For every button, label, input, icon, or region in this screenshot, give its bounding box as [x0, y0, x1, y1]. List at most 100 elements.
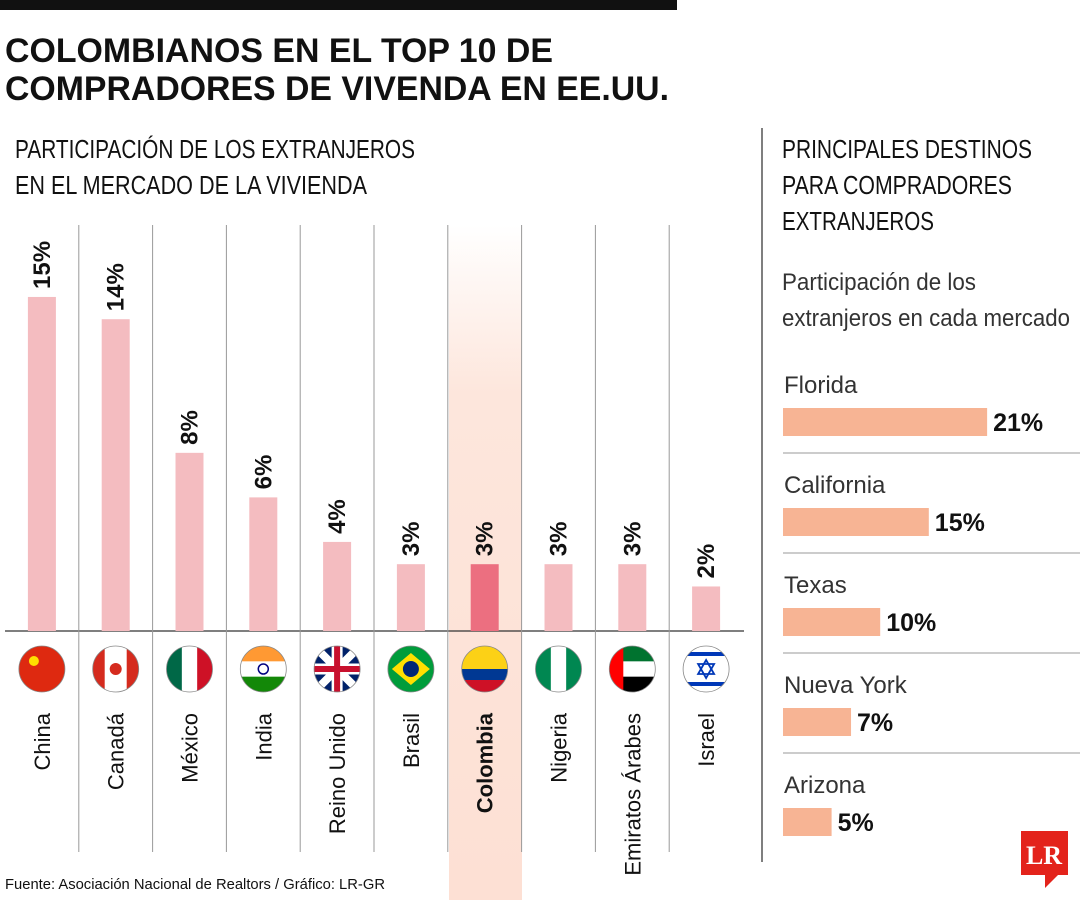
flag [387, 645, 435, 693]
bar [544, 564, 573, 631]
bar [27, 296, 56, 631]
category-label: Emiratos Árabes [620, 713, 645, 876]
flag [682, 645, 730, 693]
bar [249, 497, 278, 631]
flag-band [181, 646, 198, 692]
value-label: 3% [472, 522, 499, 557]
bar [783, 808, 832, 836]
flag-outline [239, 645, 287, 693]
flag-leaf [109, 663, 122, 675]
bar [783, 508, 929, 536]
bar [692, 586, 721, 631]
flag-globe [402, 661, 419, 677]
flag-outline [682, 645, 730, 693]
flag-field [683, 646, 730, 692]
panel-subtitle: extranjeros en cada mercado [782, 305, 1070, 332]
category-label: Arizona [784, 772, 866, 799]
bar [783, 408, 988, 436]
flag-band [197, 646, 213, 692]
subtitle: PARTICIPACIÓN DE LOS EXTRANJEROS [15, 134, 415, 164]
value-label: 8% [177, 410, 204, 445]
title: COLOMBIANOS EN EL TOP 10 DE [5, 32, 553, 70]
flag-band [240, 676, 287, 692]
flag [535, 645, 582, 693]
flag-outline [608, 645, 656, 693]
flag-outline [387, 645, 435, 693]
value-label: 2% [693, 544, 720, 579]
bar [175, 452, 204, 631]
category-label: Nueva York [784, 672, 908, 699]
category-label: India [251, 712, 276, 760]
category-label: Reino Unido [325, 713, 350, 834]
flag [18, 645, 66, 693]
bar [396, 564, 425, 631]
value-label: 14% [103, 263, 130, 311]
value-label: 6% [250, 455, 277, 490]
value-label: 21% [993, 409, 1043, 437]
flag-outline [313, 645, 361, 693]
category-label: Texas [784, 572, 847, 599]
value-label: 10% [886, 609, 936, 637]
flag [92, 645, 140, 693]
logo-box [1021, 831, 1068, 875]
value-label: 15% [935, 509, 985, 537]
category-label: Brasil [399, 713, 424, 768]
panel-title: EXTRANJEROS [782, 206, 934, 236]
flag-band [683, 682, 730, 686]
flag [166, 645, 213, 693]
flag [313, 645, 361, 693]
value-label: 5% [838, 809, 874, 837]
category-label: Israel [694, 713, 719, 767]
flag-star [696, 658, 716, 675]
flag-band [461, 646, 508, 669]
value-label: 4% [324, 499, 351, 534]
bar [783, 608, 881, 636]
flag [239, 645, 287, 693]
bar [470, 564, 499, 631]
panel-title: PARA COMPRADORES [782, 170, 1012, 200]
flag-band [240, 646, 287, 662]
flag-cross [314, 646, 361, 692]
flag-outline [535, 645, 582, 693]
category-label: Colombia [473, 712, 498, 813]
logo-tail [1045, 875, 1058, 888]
flag-star [28, 656, 39, 666]
category-label: México [178, 713, 203, 783]
category-label: Florida [784, 372, 858, 399]
flag-band [166, 646, 183, 692]
flag-band [550, 646, 567, 692]
flag-outline [461, 645, 509, 693]
panel-subtitle: Participación de los [782, 269, 976, 296]
value-label: 3% [546, 522, 573, 557]
flag-wheel [257, 663, 270, 675]
value-label: 15% [29, 241, 56, 289]
bar [783, 708, 852, 736]
bar [323, 541, 352, 631]
flag-band [461, 669, 508, 681]
subtitle: EN EL MERCADO DE LA VIVIENDA [15, 170, 368, 200]
logo: LR [1026, 841, 1062, 870]
bar [618, 564, 647, 631]
title: COMPRADORES DE VIVENDA EN EE.UU. [5, 70, 669, 108]
highlight-column [449, 225, 522, 900]
flag-outline [18, 645, 66, 693]
source: Fuente: Asociación Nacional de Realtors … [5, 876, 385, 893]
value-label: 3% [398, 522, 425, 557]
flag-band [566, 646, 582, 692]
flag [461, 645, 509, 693]
value-label: 7% [857, 709, 893, 737]
flag-outline [92, 645, 140, 693]
top-rule [0, 0, 677, 10]
category-label: China [30, 712, 55, 770]
flag-outline [166, 645, 213, 693]
category-label: Canadá [104, 712, 129, 790]
flag-band [535, 646, 552, 692]
flag-band [683, 652, 730, 656]
bar [101, 319, 130, 631]
category-label: Nigeria [547, 712, 572, 782]
category-label: California [784, 472, 886, 499]
flag-band [609, 646, 624, 692]
panel-title: PRINCIPALES DESTINOS [782, 134, 1032, 164]
flag-star [696, 663, 716, 680]
